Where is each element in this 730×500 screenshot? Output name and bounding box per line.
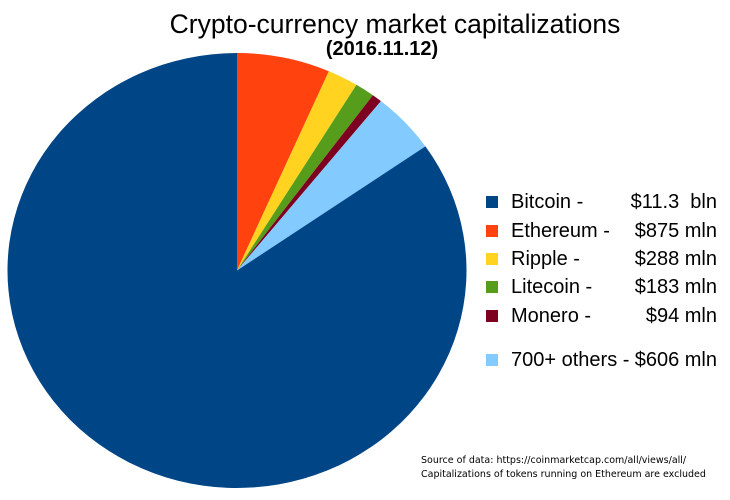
source-note: Source of data: https://coinmarketcap.co… [421, 454, 706, 481]
pie-slice-monero [237, 95, 381, 271]
legend-value-bitcoin: $11.3 bln [630, 191, 717, 214]
legend-swatch-ripple [486, 252, 498, 265]
legend-swatch-bitcoin [486, 196, 498, 209]
legend-label-ethereum: Ethereum - [511, 219, 610, 242]
legend-label-others: 700+ others - [511, 349, 630, 372]
chart-subtitle: (2016.11.12) [325, 38, 439, 60]
legend-row-others: 700+ others - $606 mln [484, 346, 717, 374]
legend-value-litecoin: $183 mln [634, 276, 717, 299]
legend-row-monero: Monero - $94 mln [484, 302, 717, 330]
legend-label-litecoin: Litecoin - [511, 276, 593, 299]
pie-slice-bitcoin [7, 53, 467, 488]
pie-slice-others [237, 101, 426, 271]
legend-swatch-others [486, 354, 498, 367]
pie-slice-litecoin [237, 84, 373, 271]
legend-value-ethereum: $875 mln [634, 219, 717, 242]
legend-value-others: $606 mln [634, 349, 717, 372]
chart-title: Crypto-currency market capitalizations [169, 9, 621, 39]
legend-row-litecoin: Litecoin - $183 mln [484, 273, 717, 301]
source-note-line2: Capitalizations of tokens running on Eth… [421, 468, 706, 480]
legend-row-bitcoin: Bitcoin - $11.3 bln [484, 188, 717, 216]
legend-row-ripple: Ripple - $288 mln [484, 245, 717, 273]
legend-label-bitcoin: Bitcoin - [511, 191, 584, 214]
pie-slice-ripple [237, 71, 357, 271]
legend-swatch-litecoin [486, 281, 498, 294]
legend-label-monero: Monero - [511, 304, 592, 327]
legend-swatch-monero [486, 309, 498, 322]
legend-value-ripple: $288 mln [634, 247, 717, 270]
legend-swatch-ethereum [486, 224, 498, 237]
legend: Bitcoin - $11.3 bln Ethereum - $875 mln … [484, 188, 717, 374]
legend-spacer [484, 330, 717, 346]
legend-value-monero: $94 mln [645, 304, 717, 327]
pie-slice-ethereum [237, 53, 329, 271]
legend-row-ethereum: Ethereum - $875 mln [484, 216, 717, 244]
source-note-line1: Source of data: https://coinmarketcap.co… [421, 455, 687, 466]
legend-label-ripple: Ripple - [511, 247, 580, 270]
